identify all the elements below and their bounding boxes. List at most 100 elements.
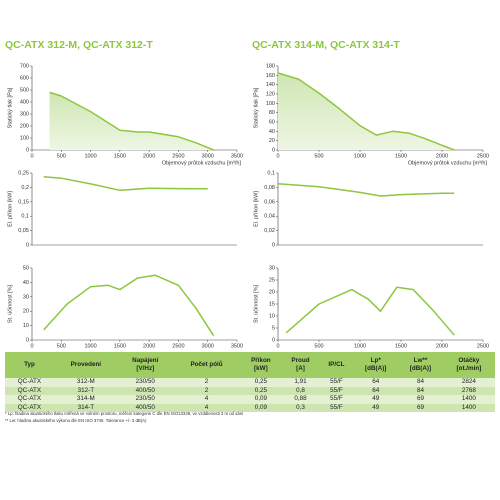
- x-tick-label: 500: [314, 343, 323, 349]
- area-fill: [278, 73, 455, 150]
- header-name: Otáčky: [458, 357, 480, 364]
- x-tick-label: 0: [30, 153, 33, 159]
- y-tick-label: 40: [23, 280, 29, 286]
- table-cell: QC-ATX: [5, 395, 54, 404]
- y-tick-label: 50: [23, 265, 29, 271]
- x-tick-label: 500: [314, 153, 323, 159]
- title: QC-ATX 312-M, QC-ATX 312-T: [5, 39, 153, 51]
- curve: [43, 274, 215, 337]
- table-cell: 400/50: [117, 403, 173, 413]
- table-cell: 2824: [442, 378, 495, 387]
- y-tick-label: 5: [272, 325, 275, 331]
- table-cell: 4: [172, 395, 241, 404]
- table-cell: 49: [353, 403, 399, 413]
- x-tick-label: 3000: [202, 153, 214, 159]
- x-tick-label: 3500: [231, 153, 243, 159]
- x-tick-label: 0: [276, 153, 279, 159]
- header-unit: [dB(A)]: [365, 365, 387, 372]
- header-unit: [dB(A)]: [409, 365, 432, 372]
- table-cell: 4: [172, 403, 241, 413]
- x-tick-label: 0: [276, 343, 279, 349]
- table-cell: 64: [353, 378, 399, 387]
- y-axis-label: El. příkon [kW]: [253, 191, 259, 227]
- y-axis-label: St. účinnost [%]: [253, 284, 259, 323]
- y-tick-label: 140: [266, 82, 275, 88]
- header-cell: Otáčky [ot./min]: [442, 352, 495, 378]
- x-tick-label: 2000: [143, 343, 155, 349]
- y-tick-label: 15: [269, 301, 275, 307]
- curve: [277, 183, 455, 197]
- table-row: QC-ATX 314-T 400/50 4 0,09 0,3 55/F 49 69 1400: [5, 403, 495, 413]
- x-tick-label: 500: [57, 343, 66, 349]
- y-tick-label: 80: [269, 110, 275, 116]
- x-tick-label: 1000: [354, 343, 366, 349]
- header-cell: Počet pólů: [172, 352, 241, 378]
- y-tick-label: 0: [26, 242, 29, 248]
- spec-table: Typ Provedení Napájení [V/Hz] Počet pólů Přík…: [5, 352, 495, 413]
- y-tick-label: 30: [23, 294, 29, 300]
- header-name: Příkon: [251, 357, 271, 364]
- table-cell: QC-ATX: [5, 386, 54, 396]
- table-cell: 69: [398, 395, 443, 404]
- footnotes: * Lp: hladina akustického tlaku měřená v…: [5, 410, 243, 424]
- y-tick-label: 0,25: [18, 170, 29, 176]
- table-cell: 64: [353, 386, 399, 396]
- y-tick-label: 10: [23, 323, 29, 329]
- y-axis-label: El. příkon [kW]: [7, 191, 13, 227]
- table-cell: 400/50: [117, 386, 173, 396]
- x-tick-label: 2500: [477, 153, 489, 159]
- table-cell: 1,91: [281, 378, 320, 387]
- table-cell: 0,25: [240, 386, 282, 396]
- header-cell: Lw** [dB(A)]: [398, 352, 443, 378]
- x-tick-label: 1500: [114, 343, 126, 349]
- header-unit: [ot./min]: [456, 365, 482, 372]
- table-cell: 55/F: [319, 395, 354, 404]
- area-fill: [49, 92, 214, 150]
- title: QC-ATX 314-M, QC-ATX 314-T: [252, 39, 400, 51]
- table-cell: 0,09: [240, 395, 282, 404]
- y-tick-label: 25: [269, 277, 275, 283]
- y-tick-label: 600: [20, 75, 29, 81]
- charts: QC-ATX 312-M, QC-ATX 312-T QC-ATX 314-M,…: [5, 39, 489, 350]
- x-tick-label: 1000: [354, 153, 366, 159]
- y-tick-label: 10: [269, 313, 275, 319]
- table-cell: 230/50: [117, 378, 173, 387]
- table-cell: 55/F: [319, 403, 354, 413]
- table-cell: QC-ATX: [5, 403, 54, 413]
- y-tick-label: 120: [266, 91, 275, 97]
- x-tick-label: 1000: [84, 153, 96, 159]
- header-cell: IP/CL: [319, 352, 354, 378]
- curve: [277, 72, 455, 151]
- y-tick-label: 0,2: [21, 185, 29, 191]
- y-tick-label: 0: [272, 147, 275, 153]
- header-unit: [kW]: [254, 365, 268, 372]
- header-name: Lp*: [370, 357, 381, 364]
- curve: [49, 91, 214, 151]
- y-tick-label: 0: [26, 147, 29, 153]
- header-cell: Provedení: [53, 352, 118, 378]
- table-cell: 49: [353, 395, 399, 404]
- header-name: Počet pólů: [190, 361, 223, 368]
- x-axis-label: Objemový průtok vzduchu [m³/h]: [162, 159, 242, 166]
- header-name: Lw**: [413, 357, 428, 364]
- y-tick-label: 0,06: [264, 199, 275, 205]
- table-cell: 0,88: [281, 395, 320, 404]
- y-tick-label: 0: [26, 337, 29, 343]
- table-cell: 312-T: [53, 386, 118, 396]
- x-tick-label: 1500: [395, 343, 407, 349]
- y-tick-label: 500: [20, 87, 29, 93]
- header-cell: Lp* [dB(A)]: [353, 352, 399, 378]
- x-tick-label: 2500: [477, 343, 489, 349]
- table-row: QC-ATX 314-M 230/50 4 0,09 0,88 55/F 49 69 1400: [5, 395, 495, 404]
- header-name: Proud: [291, 357, 310, 364]
- header-cell: Proud [A]: [281, 352, 320, 378]
- y-tick-label: 20: [269, 289, 275, 295]
- header-name: Napájení: [132, 357, 159, 364]
- footnote: ** Lw: hladina akustického výkonu dle EN…: [5, 418, 147, 423]
- y-tick-label: 180: [266, 63, 275, 69]
- table-cell: 1400: [442, 395, 495, 404]
- y-tick-label: 0,05: [18, 228, 29, 234]
- x-tick-label: 2000: [436, 153, 448, 159]
- y-tick-label: 0,04: [264, 214, 275, 220]
